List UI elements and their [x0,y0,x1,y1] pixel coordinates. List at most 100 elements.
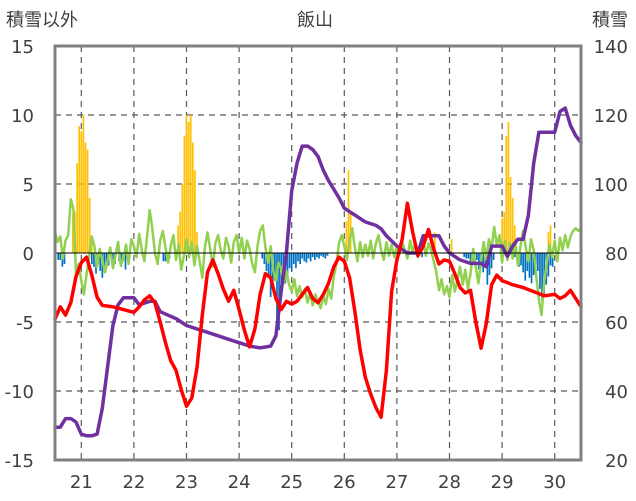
x-tick-label: 28 [438,472,461,493]
negative-bar [318,253,320,259]
negative-bar [290,253,293,271]
negative-bar [314,253,316,260]
left-tick-label: 5 [23,175,34,196]
right-tick-label: 120 [594,106,628,127]
x-tick-label: 24 [228,472,251,493]
negative-bar [276,253,278,320]
negative-bar [124,253,127,270]
negative-bar [297,253,299,262]
negative-bar [541,253,543,302]
snowfall-bar [82,115,85,253]
negative-bar [305,253,308,263]
snowfall-bar [501,218,503,253]
negative-bar [476,253,478,260]
negative-bar [421,253,423,258]
negative-bar [90,253,93,265]
right-tick-label: 140 [594,37,628,58]
x-tick-label: 21 [70,472,93,493]
negative-bar [322,253,325,258]
negative-bar [324,253,327,259]
left-axis-ticks: 15 10 5 0 -5 -10 -15 [5,37,34,472]
snowfall-bar [196,232,198,253]
snowfall-bar [84,142,87,253]
left-tick-label: -10 [5,382,34,403]
snowfall-bar [194,170,196,253]
negative-bar [274,253,276,281]
snowfall-bar [76,163,78,253]
snowfall-bar [187,121,190,254]
negative-bar [164,253,167,262]
negative-bar [286,253,289,276]
negative-bar [269,253,272,298]
plot-frame [53,44,583,462]
snowfall-bar [503,211,506,253]
snowfall-bar [72,214,74,253]
snowfall-bar [549,225,552,253]
negative-bar [309,253,312,262]
snowfall-bar [179,211,182,253]
x-tick-label: 30 [543,472,566,493]
x-tick-label: 25 [280,472,303,493]
negative-bar [486,253,489,285]
negative-bar [551,253,554,267]
snowfall-bar [181,184,184,253]
x-tick-label: 29 [491,472,514,493]
negative-bar [299,253,301,265]
left-tick-label: 15 [11,37,34,58]
snowfall-bar [513,225,516,253]
negative-bar [492,253,495,260]
negative-bar [537,253,539,271]
negative-bar [103,253,106,267]
snowfall-bar [507,121,510,254]
temperature-line [53,201,583,419]
negative-bar [303,253,306,262]
negative-bar [320,253,322,256]
snowfall-bar [191,142,194,253]
right-tick-label: 100 [594,175,628,196]
negative-bar [105,253,108,263]
negative-bar [524,253,527,281]
negative-bar [63,253,66,265]
negative-bar [488,253,491,276]
left-axis-label: 積雪以外 [6,10,78,31]
left-tick-label: -15 [5,451,34,472]
negative-bar [549,253,552,266]
negative-bar [307,253,310,259]
negative-bar [522,253,524,273]
right-tick-label: 20 [605,451,628,472]
right-tick-label: 60 [605,313,628,334]
negative-bar [61,253,64,267]
snowfall-bar [450,239,453,253]
negative-bar [295,253,297,269]
negative-bar [311,253,314,258]
x-tick-label: 26 [333,472,356,493]
snowfall-bars [72,115,552,254]
negative-bar [528,253,531,278]
snowfall-bar [183,135,186,253]
negative-bar [59,253,62,260]
snowfall-bar [78,126,81,253]
negative-bar [478,253,480,270]
negative-bar [520,253,522,266]
snowfall-bar [86,149,89,253]
negative-bar [465,253,468,259]
left-tick-label: -5 [16,313,34,334]
negative-bar [463,253,466,258]
negative-bar [490,253,493,269]
negative-bar [513,253,516,258]
negative-bar [532,253,535,276]
snowfall-bar [90,239,93,253]
negative-bar [112,253,114,260]
negative-bar [292,253,295,265]
negative-bar [316,253,318,258]
negative-bar [162,253,165,262]
x-axis-ticks: 21 22 23 24 25 26 27 28 29 30 [70,472,566,493]
negative-bar [288,253,291,269]
negative-bar [263,253,266,265]
left-tick-label: 10 [11,106,34,127]
negative-bar [547,253,550,277]
snowfall-bar [177,225,179,253]
negative-bar [326,253,329,256]
snowfall-bar [185,115,188,253]
